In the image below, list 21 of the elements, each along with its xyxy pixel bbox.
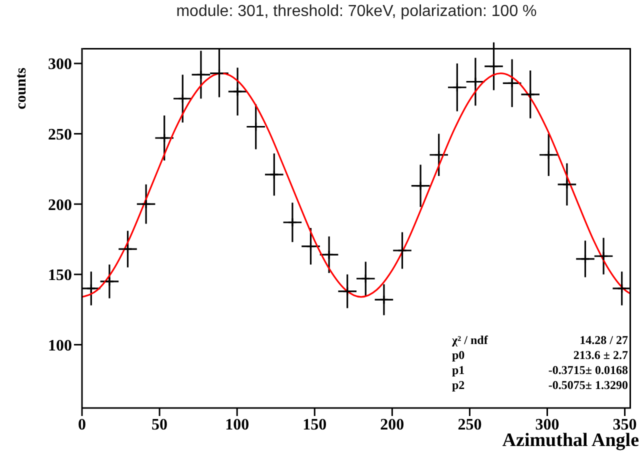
x-tick-label: 50 xyxy=(152,416,168,434)
x-tick-label: 150 xyxy=(302,416,327,434)
x-tick-label: 0 xyxy=(78,416,86,434)
y-tick-label: 100 xyxy=(48,337,72,354)
annotation: p2 xyxy=(452,378,465,393)
annotation: 213.6 ± 2.7 xyxy=(573,348,628,363)
annotation: p0 xyxy=(452,348,465,363)
y-tick-label: 200 xyxy=(48,196,72,214)
chart-title: module: 301, threshold: 70keV, polarization: 100 % xyxy=(175,3,538,21)
annotation: -0.3715± 0.0168 xyxy=(548,363,628,378)
y-tick-label: 300 xyxy=(48,56,72,74)
y-tick-label: 250 xyxy=(48,126,72,144)
annotation: p1 xyxy=(452,363,465,378)
annotation: -0.5075± 1.3290 xyxy=(548,378,628,393)
x-tick-label: 250 xyxy=(458,416,482,434)
annotation: χ² / ndf xyxy=(452,333,488,348)
y-tick-label: 150 xyxy=(48,267,72,284)
y-axis-title: counts xyxy=(14,67,30,109)
x-tick-label: 100 xyxy=(225,416,250,434)
annotation: 14.28 / 27 xyxy=(580,333,628,348)
x-tick-label: 200 xyxy=(380,416,404,434)
